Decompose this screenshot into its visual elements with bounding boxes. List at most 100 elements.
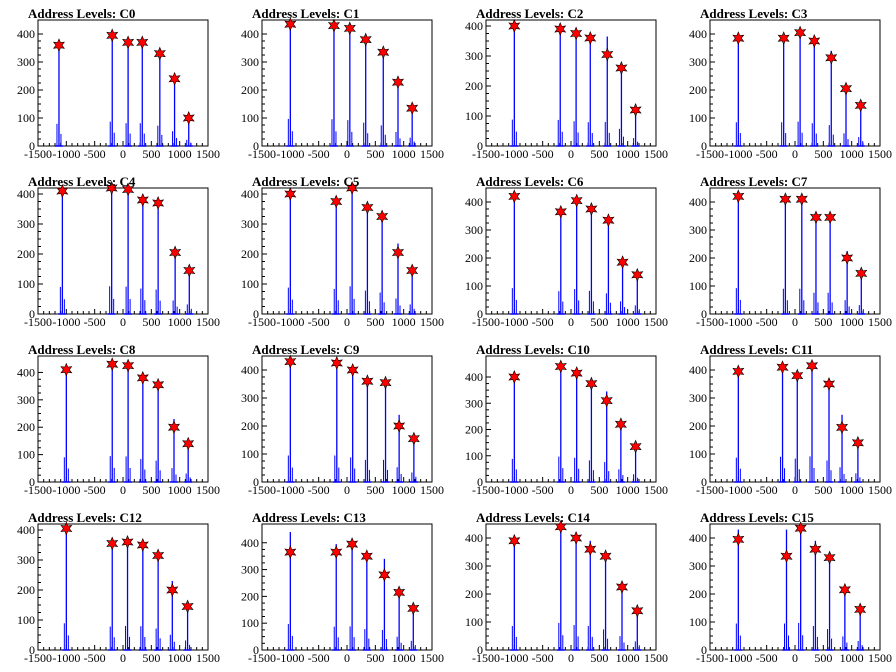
x-tick-label: -1500 [472, 147, 500, 161]
y-tick-label: 200 [465, 79, 483, 93]
y-tick-label: 200 [241, 419, 259, 433]
peak-star-marker [601, 47, 614, 62]
peak-star-marker [508, 189, 521, 204]
x-tick-label: 500 [814, 147, 832, 161]
x-tick-label: -500 [756, 651, 778, 665]
peak-star-marker [60, 362, 73, 377]
peak-star-marker [406, 263, 419, 278]
x-tick-label: -1500 [472, 651, 500, 665]
peak-star-marker [169, 245, 182, 260]
chart-panel: 0 100 200 300 400 -1500 -1000 -500 0 500 1000 1500 A… [672, 0, 896, 168]
x-tick-label: 1500 [420, 483, 444, 497]
x-tick-label: 500 [142, 483, 160, 497]
peak-star-marker [181, 599, 194, 614]
chart-panel: 0 100 200 300 400 -1500 -1000 -500 0 500 1000 1500 A… [0, 336, 224, 504]
peak-star-marker [615, 61, 628, 75]
peak-star-marker [106, 28, 119, 43]
y-tick-label: 100 [241, 277, 259, 291]
peak-star-marker [585, 376, 598, 391]
x-tick-label: 0 [792, 651, 798, 665]
y-tick-label: 400 [465, 19, 483, 33]
y-tick-label: 300 [465, 559, 483, 573]
chart-svg: 0 100 200 300 400 -1500 -1000 -500 0 500 1000 1500 [17, 521, 220, 665]
x-tick-label: 1000 [840, 147, 864, 161]
chart-title: Address Levels: C7 [700, 174, 808, 189]
peak-star-marker [284, 545, 297, 560]
peak-star-marker [330, 194, 343, 209]
y-tick-label: 100 [241, 447, 259, 461]
x-tick-label: 1000 [840, 483, 864, 497]
chart-panel: 0 100 200 300 400 -1500 -1000 -500 0 500 1000 1500 A… [672, 168, 896, 336]
plot-frame [37, 355, 209, 483]
peak-star-marker [121, 535, 134, 549]
peak-star-marker [391, 75, 405, 90]
x-tick-label: 0 [344, 147, 350, 161]
peak-star-marker [631, 267, 644, 282]
x-tick-label: 1500 [420, 651, 444, 665]
peak-star-marker [376, 209, 389, 224]
x-tick-label: -500 [532, 483, 554, 497]
plot-frame [37, 523, 209, 651]
y-tick-label: 0 [701, 307, 707, 321]
y-tick-label: 0 [477, 475, 483, 489]
peak-star-marker [809, 210, 822, 225]
plot-frame [37, 187, 209, 315]
plot-frame [485, 19, 657, 147]
peak-star-marker [182, 436, 195, 451]
y-tick-label: 300 [689, 223, 707, 237]
plot-frame [261, 187, 433, 315]
chart-panel: 0 100 200 300 400 -1500 -1000 -500 0 500 1000 1500 A… [448, 336, 672, 504]
y-tick-label: 300 [465, 223, 483, 237]
y-tick-label: 400 [17, 27, 35, 41]
x-tick-label: 0 [344, 651, 350, 665]
plot-frame [261, 523, 433, 651]
peak-star-marker [56, 184, 69, 198]
x-tick-label: 500 [366, 483, 384, 497]
peak-star-marker [508, 19, 521, 33]
x-tick-label: 1000 [168, 483, 192, 497]
peak-star-marker [732, 364, 745, 379]
x-tick-label: -1500 [248, 315, 276, 329]
x-tick-label: 0 [568, 315, 574, 329]
peak-star-marker [136, 370, 149, 385]
peak-star-marker [183, 263, 196, 278]
plot-frame [37, 19, 209, 147]
chart-title: Address Levels: C9 [252, 342, 360, 357]
peak-star-marker [629, 439, 642, 454]
peak-star-marker [166, 583, 179, 597]
y-tick-label: 300 [689, 559, 707, 573]
peak-star-marker [393, 419, 406, 433]
y-tick-label: 100 [465, 109, 483, 123]
x-tick-label: -500 [308, 315, 330, 329]
peak-star-marker [284, 17, 297, 32]
x-tick-label: -1500 [248, 651, 276, 665]
x-tick-label: -1500 [472, 483, 500, 497]
peak-star-marker [554, 204, 567, 219]
x-tick-label: -1500 [472, 315, 500, 329]
y-tick-label: 200 [689, 251, 707, 265]
peak-star-marker [732, 189, 745, 204]
y-tick-label: 100 [241, 616, 259, 630]
peak-star-marker [554, 359, 567, 374]
peak-star-marker [777, 31, 790, 46]
peak-star-marker [599, 549, 612, 564]
x-tick-label: -1000 [276, 147, 304, 161]
x-tick-label: 1000 [616, 315, 640, 329]
y-tick-label: 400 [689, 195, 707, 209]
x-tick-label: -500 [84, 315, 106, 329]
x-tick-label: 0 [568, 483, 574, 497]
peak-star-marker [795, 192, 808, 207]
peak-star-marker [570, 531, 583, 545]
y-tick-label: 300 [241, 563, 259, 577]
x-tick-label: -500 [308, 651, 330, 665]
x-tick-label: -1500 [248, 147, 276, 161]
peak-star-marker [343, 21, 356, 36]
chart-title: Address Levels: C5 [252, 174, 360, 189]
x-tick-label: 500 [814, 651, 832, 665]
peak-star-marker [602, 213, 615, 228]
peak-star-marker [780, 549, 793, 564]
x-tick-label: -1500 [24, 651, 52, 665]
x-tick-label: 0 [792, 483, 798, 497]
y-tick-label: 100 [689, 111, 707, 125]
